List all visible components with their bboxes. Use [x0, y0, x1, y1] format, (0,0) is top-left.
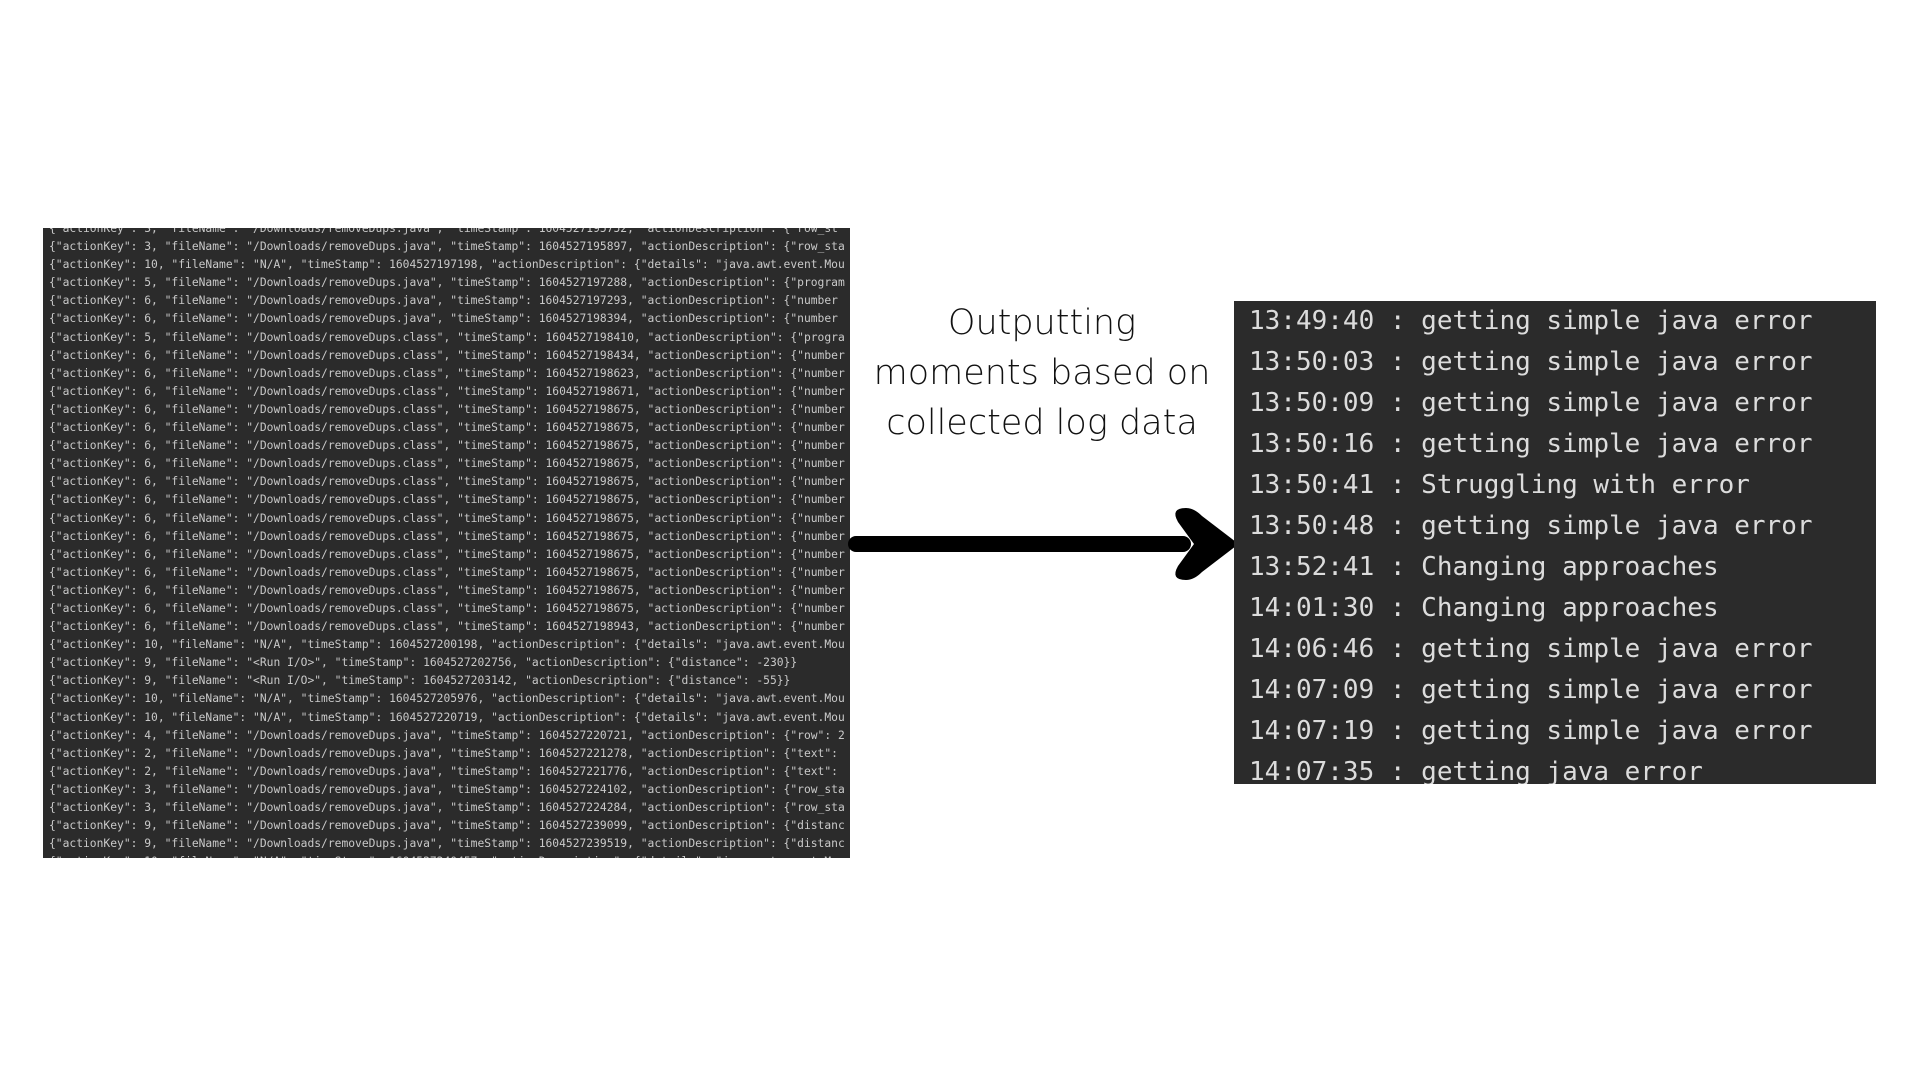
log-line: {"actionKey": 10, "fileName": "N/A", "ti… [49, 709, 845, 727]
log-line: {"actionKey": 6, "fileName": "/Downloads… [49, 437, 845, 455]
moment-item: 13:50:41 : Struggling with error [1249, 465, 1813, 506]
right-arrow-icon [848, 500, 1238, 590]
moment-item: 13:50:48 : getting simple java error [1249, 506, 1813, 547]
log-line: {"actionKey": 10, "fileName": "N/A", "ti… [49, 690, 845, 708]
log-line: {"actionKey": 6, "fileName": "/Downloads… [49, 546, 845, 564]
log-line: {"actionKey": 6, "fileName": "/Downloads… [49, 618, 845, 636]
log-line: {"actionKey": 6, "fileName": "/Downloads… [49, 401, 845, 419]
log-line: {"actionKey": 9, "fileName": "/Downloads… [49, 817, 845, 835]
log-line: {"actionKey": 5, "fileName": "/Downloads… [49, 274, 845, 292]
log-line: {"actionKey": 6, "fileName": "/Downloads… [49, 419, 845, 437]
moments-list: 13:49:40 : getting simple java error 13:5… [1249, 301, 1813, 784]
log-line: {"actionKey": 3, "fileName": "/Downloads… [49, 799, 845, 817]
log-line: {"actionKey": 6, "fileName": "/Downloads… [49, 292, 845, 310]
log-line: {"actionKey": 4, "fileName": "/Downloads… [49, 727, 845, 745]
log-line: {"actionKey": 6, "fileName": "/Downloads… [49, 600, 845, 618]
log-line: {"actionKey": 3, "fileName": "/Downloads… [49, 238, 845, 256]
log-line: {"actionKey": 10, "fileName": "N/A", "ti… [49, 256, 845, 274]
caption-line: Outputting [862, 298, 1222, 348]
log-line: {"actionKey": 9, "fileName": "<Run I/O>"… [49, 672, 845, 690]
log-line: {"actionKey": 9, "fileName": "<Run I/O>"… [49, 654, 845, 672]
log-line: {"actionKey": 6, "fileName": "/Downloads… [49, 347, 845, 365]
moment-item: 13:50:03 : getting simple java error [1249, 342, 1813, 383]
caption-line: moments based on [862, 348, 1222, 398]
log-lines: {"actionKey": 3, "fileName": "/Downloads… [49, 228, 845, 858]
moment-item: 13:50:09 : getting simple java error [1249, 383, 1813, 424]
log-line: {"actionKey": 6, "fileName": "/Downloads… [49, 528, 845, 546]
log-line: {"actionKey": 3, "fileName": "/Downloads… [49, 781, 845, 799]
log-line: {"actionKey": 6, "fileName": "/Downloads… [49, 510, 845, 528]
log-line: {"actionKey": 6, "fileName": "/Downloads… [49, 582, 845, 600]
log-line: {"actionKey": 6, "fileName": "/Downloads… [49, 491, 845, 509]
log-line: {"actionKey": 5, "fileName": "/Downloads… [49, 329, 845, 347]
log-line: {"actionKey": 10, "fileName": "N/A", "ti… [49, 636, 845, 654]
moment-item: 14:07:09 : getting simple java error [1249, 670, 1813, 711]
moment-item: 13:52:41 : Changing approaches [1249, 547, 1813, 588]
log-line: {"actionKey": 6, "fileName": "/Downloads… [49, 365, 845, 383]
caption-line: collected log data [862, 398, 1222, 448]
moments-output-panel: 13:49:40 : getting simple java error 13:5… [1234, 301, 1876, 784]
moment-item: 13:49:40 : getting simple java error [1249, 301, 1813, 342]
log-data-panel: {"actionKey": 3, "fileName": "/Downloads… [43, 228, 850, 858]
moment-item: 14:07:19 : getting simple java error [1249, 711, 1813, 752]
log-line: {"actionKey": 2, "fileName": "/Downloads… [49, 763, 845, 781]
log-line: {"actionKey": 3, "fileName": "/Downloads… [49, 228, 845, 238]
moment-item: 14:06:46 : getting simple java error [1249, 629, 1813, 670]
log-line: {"actionKey": 9, "fileName": "/Downloads… [49, 835, 845, 853]
log-line: {"actionKey": 2, "fileName": "/Downloads… [49, 745, 845, 763]
moment-item: 14:07:35 : getting java error [1249, 752, 1813, 784]
log-line: {"actionKey": 10, "fileName": "N/A", "ti… [49, 853, 845, 858]
log-line: {"actionKey": 6, "fileName": "/Downloads… [49, 310, 845, 328]
log-line: {"actionKey": 6, "fileName": "/Downloads… [49, 455, 845, 473]
log-line: {"actionKey": 6, "fileName": "/Downloads… [49, 564, 845, 582]
moment-item: 13:50:16 : getting simple java error [1249, 424, 1813, 465]
moment-item: 14:01:30 : Changing approaches [1249, 588, 1813, 629]
log-line: {"actionKey": 6, "fileName": "/Downloads… [49, 383, 845, 401]
log-line: {"actionKey": 6, "fileName": "/Downloads… [49, 473, 845, 491]
process-caption: Outputting moments based on collected lo… [862, 298, 1222, 448]
